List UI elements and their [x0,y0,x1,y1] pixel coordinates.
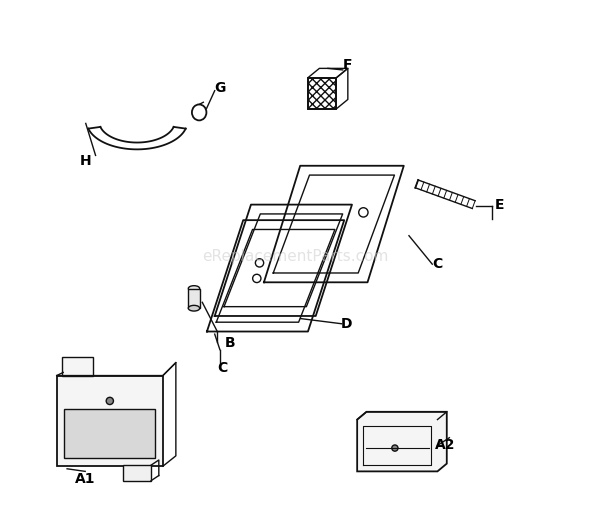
Text: F: F [343,57,353,72]
Text: C: C [432,257,442,271]
Text: C: C [217,361,228,375]
Text: G: G [214,81,225,95]
Ellipse shape [106,397,113,405]
Text: A2: A2 [435,438,455,453]
Bar [64,409,155,458]
Bar [308,78,336,109]
Bar [308,78,336,109]
Text: E: E [495,197,504,212]
Bar [62,357,93,376]
Ellipse shape [392,445,398,451]
Bar [188,289,199,308]
Polygon shape [357,412,447,471]
Ellipse shape [188,286,199,291]
Bar [123,465,151,481]
Polygon shape [57,376,163,466]
Text: eReplacementParts.com: eReplacementParts.com [202,249,388,264]
Text: A1: A1 [75,472,96,486]
Ellipse shape [188,306,199,311]
Text: D: D [341,316,353,331]
Text: H: H [80,153,91,168]
Text: B: B [225,336,235,350]
